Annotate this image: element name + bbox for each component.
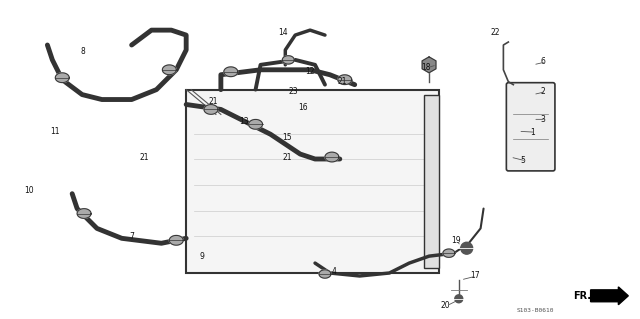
Text: 12: 12	[305, 67, 315, 76]
Text: 22: 22	[490, 28, 500, 37]
Text: 9: 9	[199, 252, 204, 261]
Polygon shape	[248, 119, 262, 129]
Polygon shape	[443, 249, 455, 257]
Bar	[424, 94, 439, 268]
Text: 19: 19	[451, 236, 460, 245]
Polygon shape	[282, 56, 294, 64]
Text: 21: 21	[140, 152, 149, 161]
Text: 6: 6	[540, 57, 545, 66]
Polygon shape	[204, 105, 218, 114]
FancyArrow shape	[591, 287, 628, 305]
Text: FR.: FR.	[573, 291, 591, 301]
Text: 7: 7	[130, 232, 134, 241]
Text: 3: 3	[540, 115, 545, 124]
Text: 14: 14	[278, 28, 288, 37]
Text: 21: 21	[209, 97, 218, 106]
Text: 21: 21	[338, 77, 348, 86]
Polygon shape	[422, 57, 436, 73]
Text: 5: 5	[520, 157, 525, 166]
Text: 11: 11	[51, 127, 60, 136]
Polygon shape	[224, 67, 237, 77]
Text: 16: 16	[298, 103, 308, 112]
Text: 23: 23	[288, 87, 298, 96]
Polygon shape	[55, 73, 69, 83]
Circle shape	[455, 295, 463, 303]
Text: 2: 2	[540, 87, 545, 96]
Text: 17: 17	[470, 271, 480, 280]
Text: 15: 15	[282, 133, 292, 142]
Polygon shape	[163, 65, 176, 75]
Polygon shape	[170, 235, 183, 245]
Text: 4: 4	[332, 266, 337, 276]
Polygon shape	[319, 270, 331, 278]
Polygon shape	[325, 152, 339, 162]
Polygon shape	[77, 209, 91, 219]
Text: 10: 10	[24, 186, 34, 195]
Polygon shape	[338, 75, 352, 85]
Text: S103-B0610: S103-B0610	[516, 308, 554, 313]
Text: 20: 20	[441, 301, 451, 310]
Circle shape	[461, 242, 473, 254]
Text: 1: 1	[530, 128, 535, 137]
Text: 8: 8	[80, 48, 85, 56]
Bar	[186, 90, 439, 273]
Text: 13: 13	[239, 117, 248, 126]
Text: 21: 21	[282, 152, 292, 161]
Text: 18: 18	[421, 63, 431, 72]
FancyBboxPatch shape	[506, 83, 555, 171]
